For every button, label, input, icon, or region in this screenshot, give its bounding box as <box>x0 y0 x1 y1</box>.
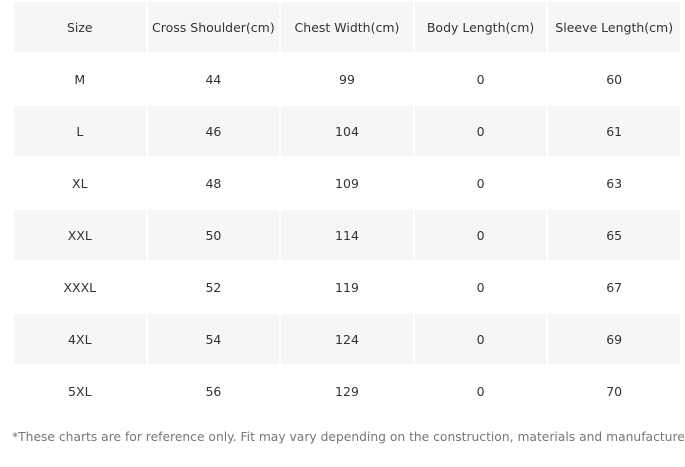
table-row: XL 48 109 0 63 <box>14 158 680 208</box>
table-row: M 44 99 0 60 <box>14 54 680 104</box>
cell-size: L <box>14 106 146 156</box>
cell-size: XXL <box>14 210 146 260</box>
cell-chest-width: 114 <box>281 210 413 260</box>
header-body-length: Body Length(cm) <box>414 2 547 52</box>
cell-sleeve-length: 61 <box>548 106 680 156</box>
cell-cross-shoulder: 56 <box>147 366 280 416</box>
cell-chest-width: 104 <box>281 106 413 156</box>
cell-cross-shoulder: 46 <box>147 106 280 156</box>
cell-size: 5XL <box>14 366 146 416</box>
table-row: L 46 104 0 61 <box>14 106 680 156</box>
cell-chest-width: 129 <box>281 366 413 416</box>
table-row: XXL 50 114 0 65 <box>14 210 680 260</box>
cell-sleeve-length: 67 <box>548 262 680 312</box>
cell-chest-width: 124 <box>281 314 413 364</box>
cell-sleeve-length: 63 <box>548 158 680 208</box>
cell-size: 4XL <box>14 314 146 364</box>
cell-sleeve-length: 60 <box>548 54 680 104</box>
header-chest-width: Chest Width(cm) <box>281 2 413 52</box>
cell-chest-width: 109 <box>281 158 413 208</box>
cell-body-length: 0 <box>414 158 547 208</box>
cell-body-length: 0 <box>414 210 547 260</box>
cell-cross-shoulder: 50 <box>147 210 280 260</box>
cell-sleeve-length: 69 <box>548 314 680 364</box>
cell-chest-width: 119 <box>281 262 413 312</box>
cell-body-length: 0 <box>414 54 547 104</box>
cell-cross-shoulder: 54 <box>147 314 280 364</box>
cell-size: XXXL <box>14 262 146 312</box>
cell-chest-width: 99 <box>281 54 413 104</box>
size-chart-table: Size Cross Shoulder(cm) Chest Width(cm) … <box>12 0 682 418</box>
reference-footnote: *These charts are for reference only. Fi… <box>12 430 684 444</box>
cell-cross-shoulder: 48 <box>147 158 280 208</box>
cell-body-length: 0 <box>414 314 547 364</box>
cell-sleeve-length: 65 <box>548 210 680 260</box>
header-cross-shoulder: Cross Shoulder(cm) <box>147 2 280 52</box>
cell-cross-shoulder: 44 <box>147 54 280 104</box>
table-row: 4XL 54 124 0 69 <box>14 314 680 364</box>
table-row: XXXL 52 119 0 67 <box>14 262 680 312</box>
cell-body-length: 0 <box>414 106 547 156</box>
header-sleeve-length: Sleeve Length(cm) <box>548 2 680 52</box>
table-header-row: Size Cross Shoulder(cm) Chest Width(cm) … <box>14 2 680 52</box>
table-row: 5XL 56 129 0 70 <box>14 366 680 416</box>
cell-size: XL <box>14 158 146 208</box>
cell-body-length: 0 <box>414 262 547 312</box>
cell-body-length: 0 <box>414 366 547 416</box>
cell-sleeve-length: 70 <box>548 366 680 416</box>
header-size: Size <box>14 2 146 52</box>
cell-cross-shoulder: 52 <box>147 262 280 312</box>
cell-size: M <box>14 54 146 104</box>
